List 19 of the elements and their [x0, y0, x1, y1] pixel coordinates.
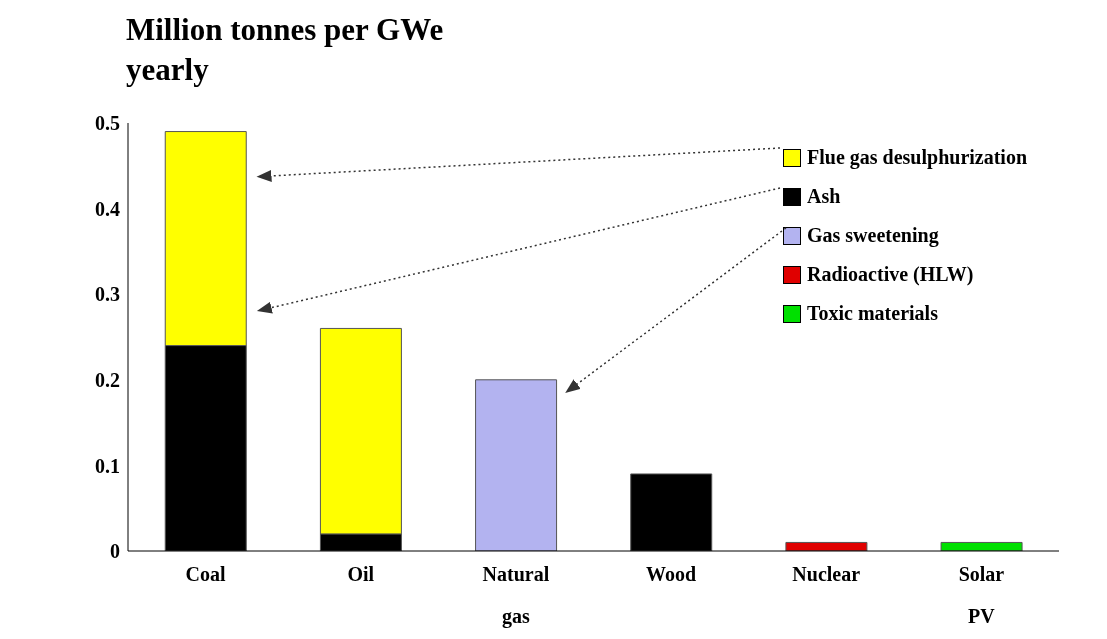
x-tick-label: Nuclear — [792, 563, 861, 585]
y-tick-label: 0.5 — [95, 112, 120, 135]
legend-label: Radioactive (HLW) — [806, 262, 975, 288]
legend-label: Toxic materials — [806, 301, 939, 326]
y-tick-label: 0 — [110, 540, 120, 563]
y-tick-label: 0.4 — [95, 197, 120, 220]
y-tick-label: 0.3 — [95, 283, 120, 306]
legend-label: Ash — [806, 184, 842, 209]
legend-label: Gas sweetening — [806, 223, 940, 249]
x-tick-label: Coal — [185, 563, 227, 585]
y-tick-label: 0.1 — [95, 454, 120, 477]
bar — [475, 379, 558, 551]
x-tick-label: Wood — [646, 563, 697, 585]
legend-label: Flue gas desulphurization — [806, 145, 1028, 171]
chart-title: Million tonnes per GWe yearly — [126, 11, 445, 89]
y-tick-label: 0.2 — [95, 368, 120, 391]
x-tick-label: Oil — [347, 563, 375, 585]
x-tick-label: Natural gas — [482, 563, 550, 628]
x-tick-label: Solar PV — [958, 563, 1005, 627]
